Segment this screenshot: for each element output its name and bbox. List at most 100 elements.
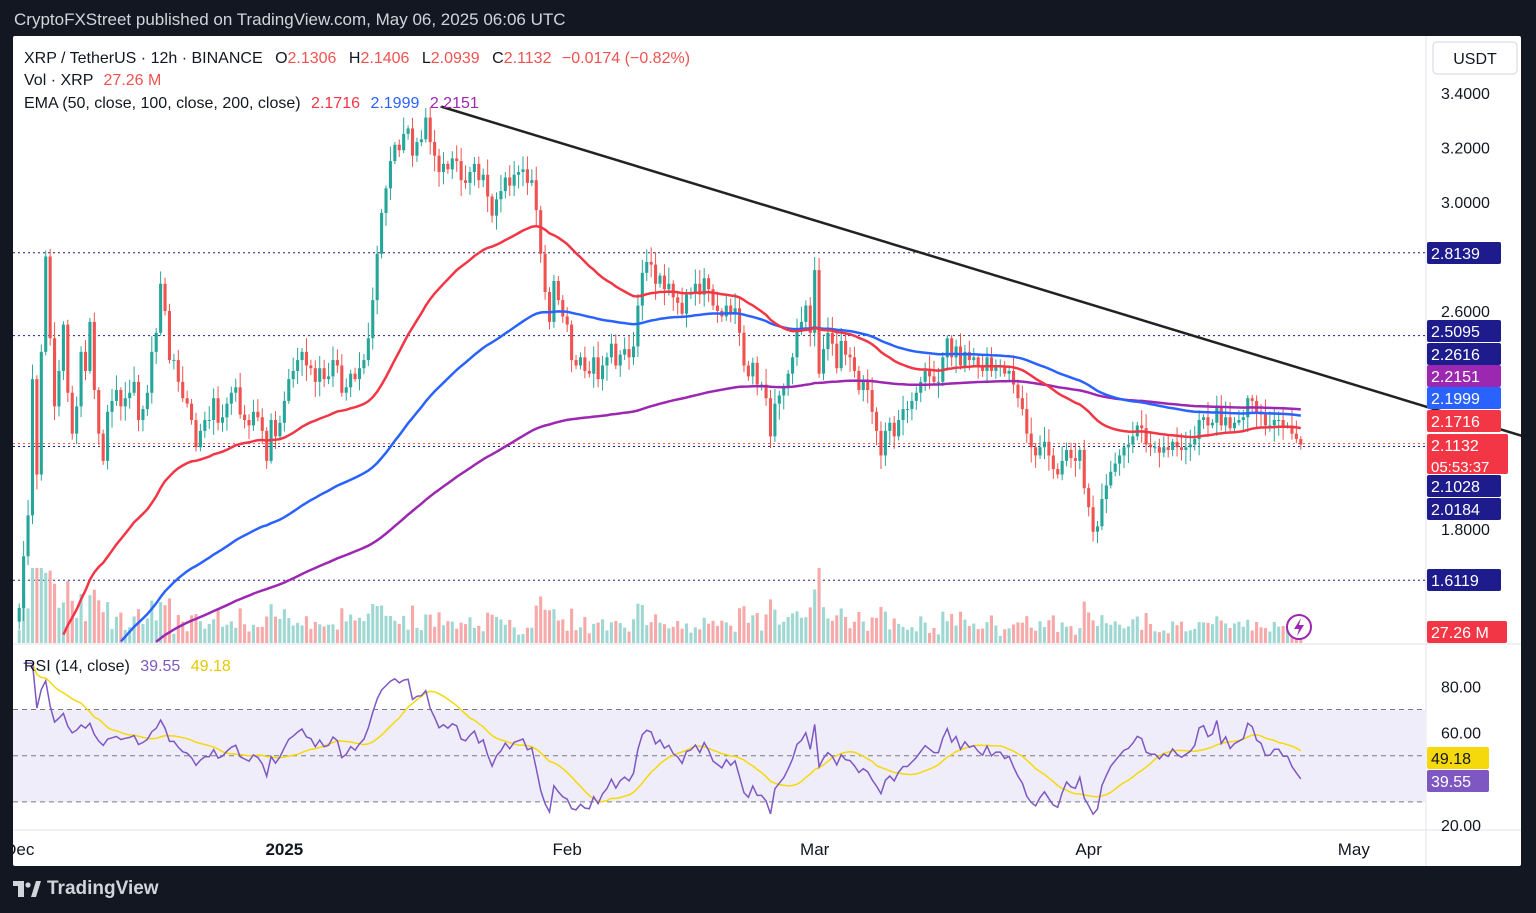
volume-bar — [932, 627, 936, 643]
candle — [848, 354, 852, 358]
volume-bar — [1259, 627, 1263, 643]
candle — [883, 430, 887, 456]
volume-bar — [773, 609, 777, 643]
volume-bar — [66, 581, 70, 643]
volume-bar — [945, 621, 949, 643]
candle — [1082, 449, 1086, 489]
volume-bar — [397, 623, 401, 643]
flash-icon[interactable] — [1286, 614, 1312, 640]
candle — [397, 144, 401, 151]
tradingview-logo[interactable]: TradingView — [13, 878, 159, 900]
candle — [1109, 471, 1113, 486]
volume-bar — [605, 630, 609, 643]
volume-bar — [44, 572, 48, 643]
price-label: 1.6119 — [1431, 573, 1479, 590]
candle — [596, 357, 600, 380]
time-tick: Feb — [553, 840, 582, 859]
candle — [123, 398, 127, 407]
volume-bar — [481, 631, 485, 643]
volume-bar — [1241, 626, 1245, 643]
volume-bar — [724, 622, 728, 643]
volume-bar — [291, 625, 295, 643]
volume-bar — [1202, 622, 1206, 643]
rsi-label-bg — [1427, 770, 1489, 792]
price-label-bg — [1427, 410, 1501, 432]
candle — [229, 392, 233, 404]
volume-bar — [446, 621, 450, 643]
volume-bar — [1219, 620, 1223, 643]
candle — [1034, 447, 1038, 456]
volume-bar — [344, 621, 348, 643]
legend-h-label: H — [349, 50, 361, 67]
legend-vol-value: 27.26 M — [104, 72, 162, 89]
volume-bar — [53, 583, 57, 643]
volume-bar — [874, 617, 879, 643]
candle — [1042, 441, 1047, 448]
volume-bar — [848, 628, 852, 643]
volume-bar — [106, 602, 110, 643]
candle — [39, 351, 43, 475]
candle — [499, 191, 503, 200]
candle — [17, 608, 21, 622]
candle — [658, 275, 662, 284]
candle — [70, 392, 74, 434]
volume-bar — [883, 611, 887, 643]
volume-bar — [1135, 616, 1139, 643]
candle — [1126, 444, 1130, 448]
countdown-label: 05:53:37 — [1431, 459, 1489, 476]
volume-bar — [212, 619, 216, 643]
candle — [914, 392, 918, 401]
price-label: 2.1999 — [1431, 391, 1480, 408]
volume-bar — [512, 627, 516, 643]
volume-bar — [742, 606, 746, 643]
ema50-line — [62, 224, 1301, 636]
volume-bar — [614, 621, 618, 643]
candle — [384, 188, 388, 213]
volume-bar — [437, 612, 441, 643]
candle — [561, 300, 565, 317]
candle — [989, 357, 993, 371]
volume-bar — [472, 627, 476, 643]
currency-button[interactable] — [1432, 41, 1518, 75]
rsi-ma-line — [23, 662, 1302, 803]
candle — [53, 338, 57, 407]
candle — [101, 433, 105, 461]
volume-bar — [737, 608, 742, 643]
tradingview-logo-icon — [13, 881, 41, 897]
chart-svg[interactable]: USDT 3.4000 3.2000 3.0000 2.6000 1.8000 80.00… — [4, 36, 1536, 866]
candle — [1095, 526, 1100, 532]
volume-bar — [1109, 624, 1113, 643]
candle — [472, 163, 476, 173]
candle — [393, 144, 397, 162]
candle — [1007, 370, 1011, 374]
volume-bar — [826, 618, 830, 643]
trendline[interactable] — [440, 105, 1536, 445]
candle — [136, 381, 141, 420]
volume-bar — [1162, 630, 1166, 643]
volume-bar — [1113, 621, 1117, 643]
volume-bar — [1206, 622, 1210, 643]
price-labels: 2.8139 2.5095 2.2616 2.2151 2.1999 2.1716 2.11… — [1427, 242, 1508, 792]
volume-bar — [1246, 619, 1250, 643]
volume-bar — [618, 623, 622, 643]
volume-bar — [503, 624, 507, 643]
volume-bar — [715, 625, 719, 643]
volume-bar — [640, 605, 644, 643]
volume-bar — [596, 622, 600, 643]
candle — [764, 384, 768, 399]
volume-bar — [1056, 631, 1060, 643]
price-label-bg — [1427, 434, 1508, 474]
candle — [910, 400, 914, 410]
candle — [437, 155, 441, 173]
candle — [724, 305, 728, 317]
candle — [459, 161, 463, 181]
candle — [1299, 439, 1303, 445]
candles — [17, 107, 1303, 630]
candle — [888, 422, 892, 431]
candle — [114, 390, 118, 401]
volume-bar — [901, 626, 905, 643]
candle — [424, 117, 428, 140]
volume-bar — [870, 617, 874, 643]
volume-bar — [1051, 615, 1055, 643]
volume-bar — [746, 622, 750, 643]
